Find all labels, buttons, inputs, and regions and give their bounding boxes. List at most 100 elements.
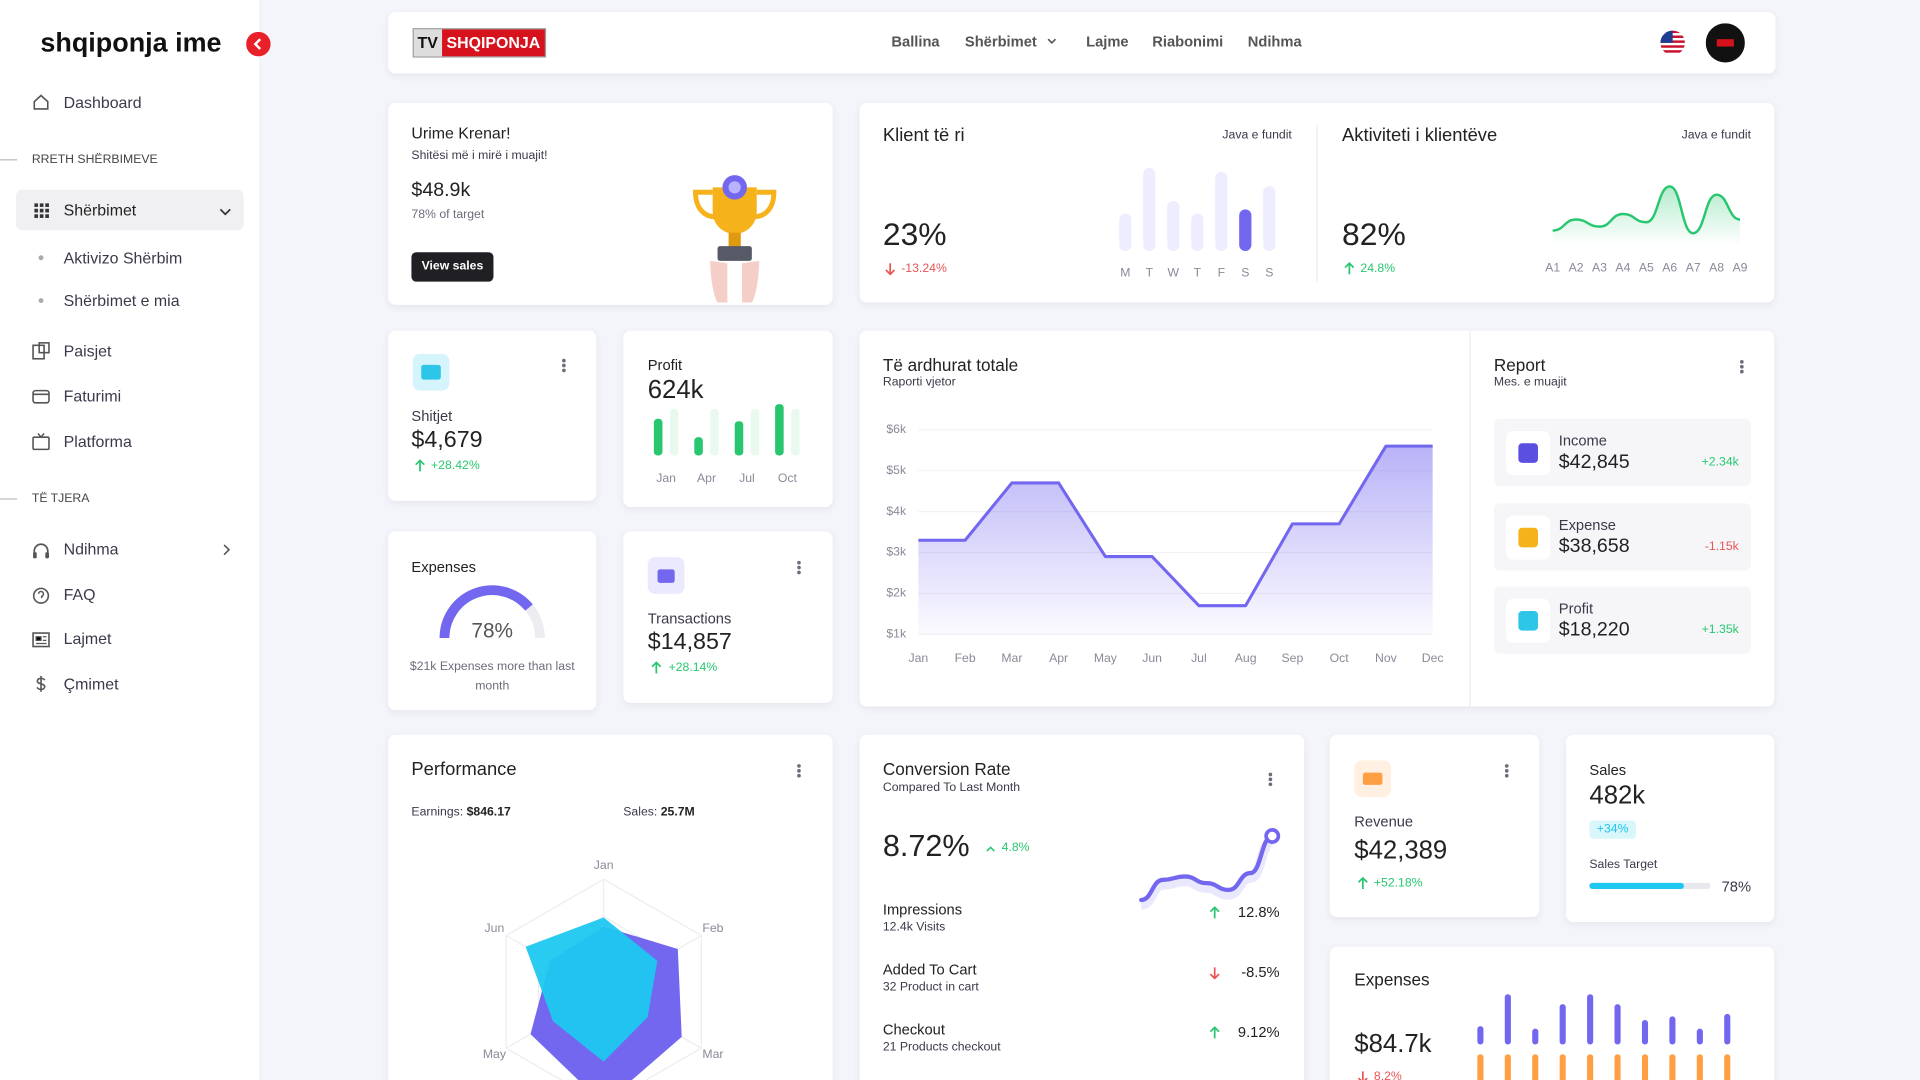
collapse-button[interactable] (246, 31, 271, 57)
value: $846.17 (466, 805, 511, 820)
nav-item[interactable]: Lajmet (63, 629, 112, 648)
card-title: Conversion Rate (882, 759, 1011, 779)
progress-label: 78% (1721, 877, 1752, 896)
card-change: +52.18% (1373, 876, 1423, 891)
card-title: Të ardhurat totale (882, 355, 1019, 375)
nav-item[interactable]: Dashboard (63, 93, 142, 112)
nav-link[interactable]: Ballina (891, 33, 940, 51)
arrow-up (1209, 906, 1220, 919)
card-title: Performance (411, 759, 517, 780)
bag-icon (647, 557, 685, 594)
card-icon (1354, 760, 1392, 798)
row-value: 9.12% (1237, 1023, 1280, 1041)
menu[interactable] (797, 763, 802, 779)
bullet (38, 255, 44, 261)
nav-item[interactable]: Faturimi (63, 386, 122, 406)
divider (0, 498, 18, 500)
divider (0, 159, 18, 161)
nav-item[interactable]: Platforma (63, 432, 132, 451)
card-change: +28.14% (668, 661, 718, 675)
active-item-bg (15, 189, 244, 231)
arrow-up (415, 459, 425, 472)
menu[interactable] (797, 560, 802, 576)
arrow-down (1209, 967, 1220, 980)
card-change: +28.42% (431, 459, 480, 473)
dollar-icon (36, 675, 46, 692)
arrow-down (885, 263, 896, 276)
card-label: Expenses (411, 558, 476, 576)
report-icon (1506, 598, 1551, 643)
arrow-up (1344, 262, 1355, 275)
nav-link[interactable]: Ndihma (1247, 33, 1302, 51)
card-note: 78% of target (411, 208, 485, 222)
grid-icon (34, 203, 49, 218)
card-change: 24.8% (1360, 262, 1396, 276)
chevron (223, 544, 231, 556)
nav-item[interactable]: FAQ (63, 585, 96, 604)
card-value: 482k (1589, 781, 1646, 810)
sidebar (0, 0, 261, 1080)
report-change: +2.34k (1701, 455, 1739, 469)
view-sales-button[interactable]: View sales (411, 252, 494, 282)
card-label: Transactions (647, 609, 732, 627)
logo-tv: TV (413, 29, 442, 57)
report-change: +1.35k (1701, 623, 1739, 637)
nav-subitem[interactable]: Aktivizo Shërbim (63, 248, 183, 267)
bullet (38, 298, 44, 304)
top-bar (388, 12, 1776, 74)
card-period: Java e fundit (1681, 128, 1752, 143)
target-label: Sales Target (1589, 858, 1658, 872)
nav-link[interactable]: Riabonimi (1152, 33, 1224, 51)
chevron (1047, 38, 1057, 44)
arrow-up (986, 846, 995, 852)
row-label: Impressions (882, 901, 963, 919)
section-header: TË TJERA (31, 492, 90, 506)
report-label: Income (1558, 432, 1607, 450)
report-value: $18,220 (1558, 619, 1630, 641)
menu[interactable] (1740, 359, 1745, 375)
report-icon (1506, 514, 1551, 559)
card-note: $21k Expenses more than last month (409, 660, 575, 694)
report-label: Expense (1558, 516, 1616, 534)
report-change: -1.15k (1704, 539, 1739, 553)
card-subtitle: Mes. e muajit (1493, 375, 1567, 390)
device-icon (32, 342, 50, 360)
card-value: $4,679 (411, 427, 483, 454)
nav-link[interactable]: Shërbimet (964, 33, 1037, 51)
menu[interactable] (1268, 771, 1274, 787)
nav-subitem[interactable]: Shërbimet e mia (63, 291, 180, 310)
nav-item[interactable]: Ndihma (63, 540, 119, 559)
logo[interactable]: TV SHQIPONJA (412, 28, 547, 58)
expenses-bars-card (1329, 946, 1775, 1080)
card-value: 23% (882, 215, 947, 253)
divider (1469, 330, 1471, 707)
help-icon (32, 587, 50, 604)
row-value: -8.5% (1241, 963, 1280, 981)
row-sub: 12.4k Visits (882, 920, 946, 935)
avatar[interactable] (1705, 23, 1745, 63)
news-icon (32, 632, 50, 648)
tv-icon (32, 432, 50, 451)
menu[interactable] (562, 358, 567, 374)
nav-item[interactable]: Paisjet (63, 341, 112, 360)
brand: shqiponja ime (40, 26, 222, 58)
wallet-icon (412, 353, 450, 391)
nav-link[interactable]: Lajme (1086, 33, 1129, 51)
flag[interactable] (1659, 29, 1686, 56)
card-label: Shitjet (411, 407, 453, 425)
card-title: Klient të ri (882, 124, 965, 146)
divider (1316, 124, 1318, 282)
card-title: Aktiviteti i klientëve (1342, 124, 1498, 146)
section-header: RRETH SHËRBIMEVE (31, 153, 158, 167)
nav-item[interactable]: Shërbimet (63, 200, 137, 220)
card-label: Sales (1589, 761, 1627, 779)
arrow-up (651, 661, 662, 674)
trophy (693, 175, 777, 303)
card-title: Urime Krenar! (411, 123, 511, 143)
arrow-up (1357, 876, 1368, 889)
nav-item[interactable]: Çmimet (63, 674, 119, 694)
card-value: $84.7k (1354, 1029, 1432, 1058)
menu[interactable] (1504, 763, 1510, 779)
